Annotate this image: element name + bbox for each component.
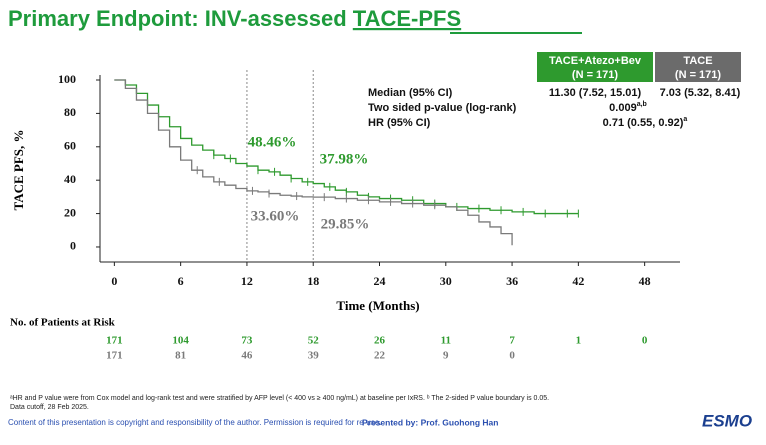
superscript: a — [683, 116, 687, 123]
stat-value: 7.03 (5.32, 8.41) — [660, 87, 741, 99]
risk-count: 11 — [441, 335, 451, 347]
copyright: Content of this presentation is copyrigh… — [8, 418, 382, 427]
logo: ESMO — [702, 411, 752, 430]
presenter: Presented by: Prof. Guohong Han — [362, 417, 498, 427]
stat-label: Median (95% CI) — [368, 87, 453, 99]
x-tick-label: 0 — [111, 274, 117, 288]
risk-count: 9 — [443, 350, 449, 362]
risk-count: 26 — [374, 335, 386, 347]
risk-count: 7 — [509, 335, 515, 347]
x-tick-label: 36 — [506, 274, 518, 288]
x-tick-label: 42 — [572, 274, 584, 288]
y-tick-label: 100 — [58, 72, 76, 86]
risk-count: 81 — [175, 350, 186, 362]
title-text: Primary Endpoint: INV-assessed — [8, 6, 347, 31]
slide-title: Primary Endpoint: INV-assessed TACE-PFS — [8, 6, 461, 31]
header-text: (N = 171) — [572, 69, 618, 81]
risk-count: 171 — [106, 335, 123, 347]
superscript: a,b — [637, 101, 647, 108]
header-cell — [655, 52, 741, 82]
annotation: 48.46% — [248, 134, 297, 150]
risk-count: 39 — [308, 350, 320, 362]
risk-count: 0 — [642, 335, 648, 347]
stat-number: 0.009 — [609, 102, 637, 114]
risk-count: 171 — [106, 350, 123, 362]
y-tick-label: 20 — [64, 205, 76, 219]
risk-table-title: No. of Patients at Risk — [10, 317, 116, 329]
y-tick-label: 60 — [64, 139, 76, 153]
stat-label: Two sided p-value (log-rank) — [368, 102, 517, 114]
footnote: ᵃHR and P value were from Cox model and … — [10, 395, 549, 402]
y-axis-label: TACE PFS, % — [11, 129, 26, 210]
km-curve — [114, 79, 513, 246]
y-tick-label: 80 — [64, 105, 76, 119]
footnote: Data cutoff, 28 Feb 2025. — [10, 404, 89, 411]
header-text: TACE — [683, 55, 712, 67]
x-axis-label: Time (Months) — [336, 298, 419, 313]
stat-number: 0.71 (0.55, 0.92) — [603, 117, 684, 129]
risk-count: 52 — [308, 335, 320, 347]
x-tick-label: 30 — [440, 274, 452, 288]
y-tick-label: 0 — [70, 239, 76, 253]
stat-value: 0.71 (0.55, 0.92)a — [603, 116, 688, 129]
header-text: (N = 171) — [675, 69, 721, 81]
stat-label: HR (95% CI) — [368, 117, 431, 129]
annotation: 37.98% — [320, 151, 369, 167]
stat-value: 0.009a,b — [609, 101, 647, 114]
x-tick-label: 12 — [241, 274, 253, 288]
y-tick-label: 40 — [64, 172, 76, 186]
title-emphasis: TACE-PFS — [353, 6, 461, 31]
header-cell — [537, 52, 653, 82]
x-tick-label: 6 — [178, 274, 184, 288]
risk-count: 46 — [241, 350, 253, 362]
risk-count: 22 — [374, 350, 386, 362]
x-tick-label: 48 — [639, 274, 651, 288]
annotation: 29.85% — [321, 216, 370, 232]
risk-count: 1 — [576, 335, 582, 347]
annotation: 33.60% — [251, 208, 300, 224]
x-tick-label: 24 — [374, 274, 386, 288]
stat-value: 11.30 (7.52, 15.01) — [549, 87, 642, 99]
header-text: TACE+Atezo+Bev — [549, 55, 642, 67]
risk-count: 73 — [241, 335, 253, 347]
risk-count: 104 — [172, 335, 189, 347]
risk-count: 0 — [509, 350, 515, 362]
x-tick-label: 18 — [307, 274, 319, 288]
